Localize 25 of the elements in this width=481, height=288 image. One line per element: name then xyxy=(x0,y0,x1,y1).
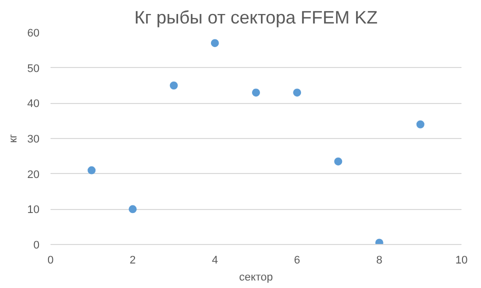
x-tick-label: 8 xyxy=(376,254,382,266)
point xyxy=(170,82,178,90)
point xyxy=(252,88,260,97)
y-tick-label: 60 xyxy=(27,28,40,40)
point xyxy=(416,120,424,128)
point xyxy=(334,157,342,166)
x-tick-label: 0 xyxy=(47,254,54,266)
x-tick-label: 2 xyxy=(130,254,136,266)
y-tick-label: 20 xyxy=(27,168,40,181)
y-tick-label: 40 xyxy=(27,98,40,110)
x-tick-label: 10 xyxy=(455,254,468,266)
point xyxy=(128,205,137,214)
x-axis-title: сектор xyxy=(239,272,273,284)
y-tick-label: 50 xyxy=(27,62,40,75)
x-tick-label: 4 xyxy=(212,254,218,266)
chart-title: Кг рыбы от сектора FFEM KZ xyxy=(134,8,378,28)
x-tick-label: 6 xyxy=(294,254,300,266)
y-tick-label: 30 xyxy=(27,134,40,146)
point xyxy=(210,39,219,48)
y-tick-label: 10 xyxy=(27,204,40,216)
point xyxy=(88,166,96,174)
point xyxy=(293,88,302,97)
y-tick-label: 0 xyxy=(33,240,40,252)
point xyxy=(375,238,384,244)
y-axis-title: кг xyxy=(7,134,20,143)
